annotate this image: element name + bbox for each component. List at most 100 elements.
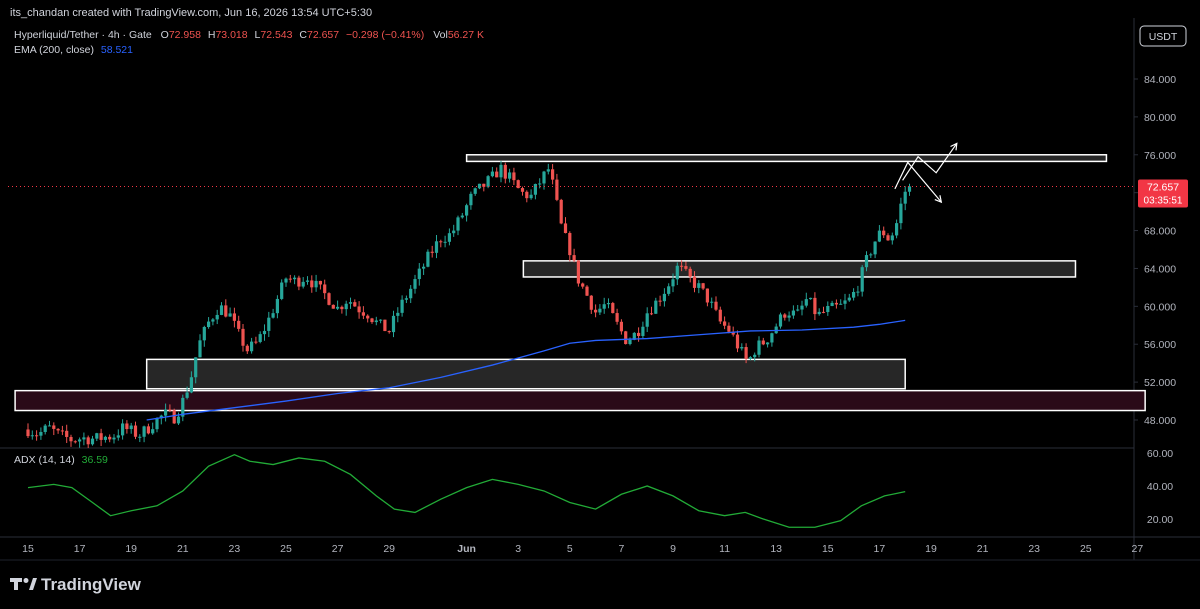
candle-body xyxy=(684,266,688,269)
candle-body xyxy=(503,164,507,179)
open-label: O xyxy=(161,29,169,41)
candle-body xyxy=(834,302,838,305)
candle-body xyxy=(176,416,181,424)
candle-body xyxy=(452,230,456,234)
low-value: 72.543 xyxy=(260,29,292,41)
candle-body xyxy=(632,332,636,340)
candle-body xyxy=(766,342,770,345)
candle-body xyxy=(645,313,649,327)
candle-body xyxy=(194,357,198,378)
candle-body xyxy=(821,311,826,313)
projection-arrowhead-up xyxy=(950,142,958,151)
time-tick-label: 25 xyxy=(280,543,292,555)
candle-body xyxy=(245,345,249,352)
candle-body xyxy=(43,425,47,432)
time-tick-label: Jun xyxy=(457,543,476,555)
time-tick-label: 17 xyxy=(874,543,886,555)
candle-body xyxy=(181,397,185,417)
candle-body xyxy=(671,279,675,287)
candle-body xyxy=(826,305,830,313)
candle-body xyxy=(903,191,907,204)
tradingview-logo-icon xyxy=(10,578,37,590)
zone-rect-4 xyxy=(14,389,1146,412)
adx-tick-label: 20.00 xyxy=(1147,514,1173,526)
candle-body xyxy=(207,321,211,327)
candle-body xyxy=(490,171,494,177)
candle-body xyxy=(852,291,856,298)
candle-body xyxy=(877,230,881,242)
candle-body xyxy=(409,288,413,299)
candle-body xyxy=(129,425,133,430)
candle-body xyxy=(692,276,697,288)
candle-body xyxy=(533,183,537,195)
ema-200-line xyxy=(146,319,906,421)
volume-value: 56.27 K xyxy=(448,29,484,41)
candle-body xyxy=(615,313,619,322)
zone-rect-2 xyxy=(522,260,1077,278)
candle-body xyxy=(168,409,172,411)
adx-value: 36.59 xyxy=(82,454,108,466)
high-label: H xyxy=(208,29,216,41)
candle-body xyxy=(705,288,709,303)
adx-tick-label: 60.00 xyxy=(1147,448,1173,460)
price-tick-label: 48.000 xyxy=(1144,415,1176,427)
time-tick-label: 15 xyxy=(822,543,834,555)
time-tick-label: 27 xyxy=(332,543,344,555)
candle-body xyxy=(718,309,722,322)
time-tick-label: 23 xyxy=(229,543,241,555)
candle-body xyxy=(465,205,469,216)
candle-body xyxy=(581,283,585,287)
candle-body xyxy=(839,303,843,305)
credit-text: its_chandan created with TradingView.com… xyxy=(10,7,372,19)
zone-rect-1 xyxy=(465,154,1108,163)
candle-body xyxy=(348,302,353,304)
candle-body xyxy=(374,320,378,323)
candle-body xyxy=(185,392,189,398)
price-tick-label: 60.000 xyxy=(1144,301,1176,313)
candle-body xyxy=(654,300,658,314)
candle-body xyxy=(318,280,322,285)
candle-body xyxy=(434,241,439,253)
candle-body xyxy=(215,314,219,320)
zone-rect-3 xyxy=(145,358,906,390)
candle-body xyxy=(78,439,82,442)
candle-body xyxy=(155,418,159,430)
candle-body xyxy=(456,217,460,231)
candle-body xyxy=(133,425,138,437)
candle-body xyxy=(529,194,533,199)
candle-body xyxy=(211,319,215,322)
candle-body xyxy=(65,430,69,437)
candle-body xyxy=(658,300,662,302)
candle-body xyxy=(710,301,714,303)
candle-body xyxy=(391,315,396,333)
candle-body xyxy=(551,169,555,180)
candle-body xyxy=(344,303,348,310)
candle-body xyxy=(26,429,30,437)
candle-body xyxy=(86,437,90,445)
candle-body xyxy=(198,340,202,358)
projection-arrow-down xyxy=(894,161,942,203)
time-tick-label: 19 xyxy=(925,543,937,555)
candle-body xyxy=(305,280,310,282)
candle-body xyxy=(516,180,520,189)
candle-body xyxy=(116,435,120,438)
candle-body xyxy=(413,279,417,289)
candle-body xyxy=(611,303,615,314)
price-tick-label: 80.000 xyxy=(1144,112,1176,124)
tradingview-logo: TradingView xyxy=(10,575,142,594)
candle-body xyxy=(254,341,258,343)
candle-body xyxy=(563,223,568,234)
candle-body xyxy=(787,315,791,318)
candle-body xyxy=(624,331,628,345)
candle-body xyxy=(899,203,903,224)
candle-body xyxy=(860,267,864,292)
candle-body xyxy=(641,326,645,336)
candle-body xyxy=(400,299,404,313)
price-tick-label: 52.000 xyxy=(1144,377,1176,389)
currency-button[interactable]: USDT xyxy=(1139,25,1187,47)
candle-body xyxy=(688,268,692,277)
time-tick-label: 21 xyxy=(977,543,989,555)
candle-body xyxy=(447,233,451,242)
overlay-layer xyxy=(8,142,1134,528)
